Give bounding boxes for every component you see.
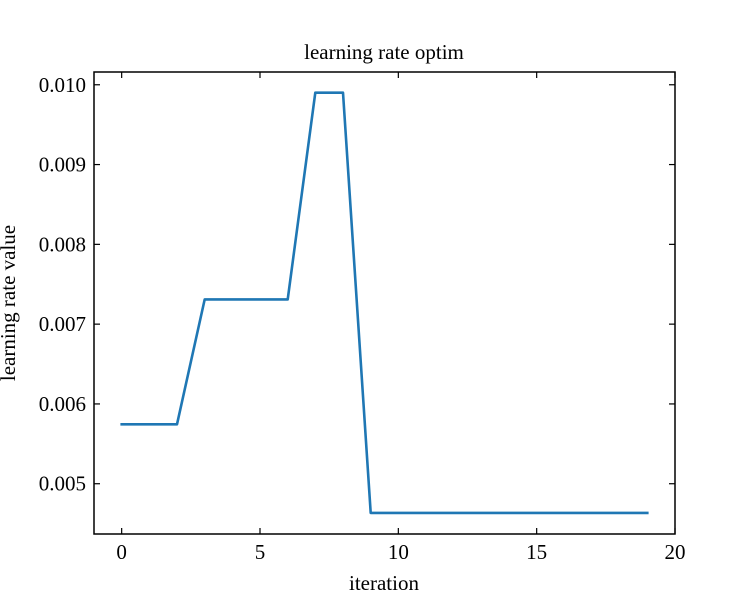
y-axis-ticks: 0.005 0.006 0.007 0.008 0.009 0.010 [39,73,675,496]
y-tick-label: 0.005 [39,472,86,496]
learning-rate-series-line [120,91,649,515]
y-tick-label: 0.010 [39,73,86,97]
x-tick-label: 15 [526,540,547,564]
y-tick-label: 0.007 [39,312,86,336]
chart-title: learning rate optim [304,40,464,64]
y-tick-label: 0.008 [39,232,86,256]
x-tick-label: 20 [665,540,686,564]
x-tick-label: 5 [255,540,266,564]
x-axis-ticks: 0 5 10 15 20 [116,72,686,564]
y-tick-label: 0.009 [39,153,86,177]
plot-area-frame [93,71,676,535]
x-axis-title: iteration [349,571,419,595]
x-tick-label: 10 [388,540,409,564]
x-tick-label: 0 [116,540,127,564]
y-tick-label: 0.006 [39,392,86,416]
y-axis-title: learning rate value [0,225,20,381]
